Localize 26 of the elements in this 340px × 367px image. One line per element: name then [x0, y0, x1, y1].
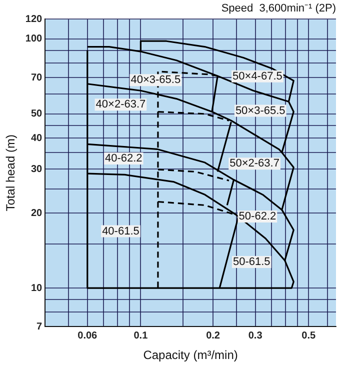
y-tick-label: 120: [25, 14, 43, 25]
y-tick-label: 100: [25, 34, 43, 45]
y-tick-label: 70: [30, 72, 43, 84]
y-axis-title: Total head (m): [4, 134, 18, 212]
annotation: 40-61.5: [102, 225, 140, 238]
annotation: 40-62.2: [104, 152, 142, 164]
x-tick-label: 0.06: [78, 330, 98, 342]
x-tick-label: 0.3: [248, 330, 263, 342]
y-tick-label: 40: [30, 132, 43, 144]
y-tick-label: 30: [30, 164, 43, 175]
x-axis-title: Capacity (m³/min): [143, 348, 238, 362]
chart-title: Speed 3,600min⁻¹ (2P): [221, 2, 336, 15]
annotation: 40×2-63.7: [96, 98, 146, 111]
annotation: 50×2-63.7: [230, 158, 280, 170]
y-tick-label: 10: [30, 282, 43, 294]
annotation: 50-61.5: [232, 256, 270, 268]
x-tick-label: 0.1: [134, 330, 148, 342]
y-tick-label: 50: [30, 108, 43, 120]
x-tick-label: 0.2: [206, 330, 220, 342]
annotation: 50-62.2: [238, 210, 276, 223]
annotation: 40×3-65.5: [130, 74, 181, 86]
annotation: 50×4-67.5: [232, 70, 282, 82]
y-tick-label: 7: [36, 321, 43, 332]
x-tick-label: 0.5: [302, 330, 316, 342]
y-tick-label: 20: [30, 208, 43, 219]
annotation: 50×3-65.5: [235, 104, 286, 117]
